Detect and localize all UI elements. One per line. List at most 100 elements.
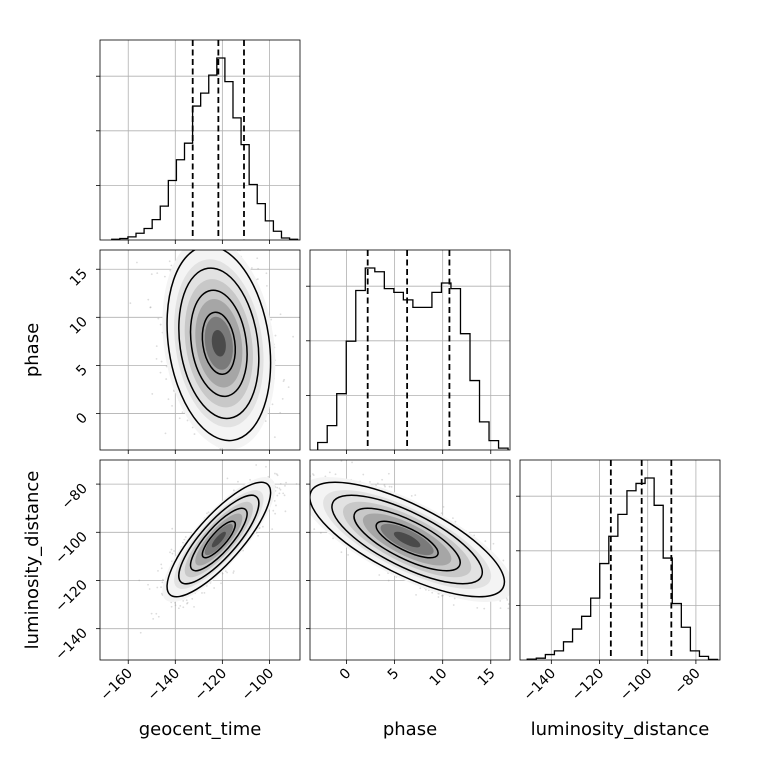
x-axis-label-phase: phase	[383, 719, 437, 740]
scatter-point	[201, 241, 203, 243]
scatter-point	[180, 231, 182, 233]
scatter-point	[256, 278, 259, 280]
x-axis-label-luminosity_distance: luminosity_distance	[531, 719, 710, 740]
y-tick-label-phase: 15	[67, 266, 91, 290]
x-tick-label-luminosity_distance: −100	[617, 666, 656, 705]
scatter-point	[185, 599, 188, 602]
density-fill-5	[211, 329, 226, 357]
scatter-point	[207, 511, 210, 514]
scatter-point	[419, 587, 422, 590]
scatter-point	[440, 512, 443, 515]
contour-line-1	[331, 494, 484, 585]
joint-frame	[309, 459, 511, 661]
scatter-point	[208, 221, 210, 223]
scatter-point	[157, 569, 159, 572]
scatter-point	[265, 284, 268, 287]
scatter-point	[225, 233, 227, 235]
scatter-point	[194, 480, 196, 482]
scatter-point	[328, 471, 331, 474]
scatter-point	[306, 467, 308, 469]
contour-line-1	[178, 267, 260, 420]
scatter-point	[224, 244, 226, 246]
scatter-point	[306, 474, 308, 476]
scatter-point	[415, 593, 417, 596]
scatter-point	[274, 512, 277, 515]
scatter-point	[201, 592, 203, 594]
scatter-point	[155, 612, 158, 615]
contour-line-0	[166, 250, 272, 442]
scatter-point	[285, 481, 287, 484]
scatter-point	[171, 552, 174, 555]
scatter-point	[170, 605, 173, 608]
scatter-point	[168, 260, 171, 263]
scatter-point	[232, 244, 234, 246]
scatter-point	[307, 542, 309, 544]
scatter-point	[224, 570, 227, 573]
scatter-point	[183, 538, 186, 541]
density-fill-5	[211, 531, 226, 548]
scatter-point	[149, 306, 152, 309]
density-fill-5	[393, 531, 421, 548]
scatter-point	[206, 451, 208, 453]
scatter-point	[173, 550, 175, 552]
scatter-point	[160, 360, 163, 363]
scatter-point	[244, 460, 246, 462]
scatter-point	[159, 323, 162, 326]
scatter-point	[452, 517, 454, 520]
scatter-point	[203, 228, 205, 230]
y-tick-label-luminosity_distance: −100	[52, 529, 91, 568]
scatter-point	[319, 531, 322, 534]
scatter-point	[483, 607, 486, 610]
contour-line-1	[178, 494, 260, 585]
scatter-point	[276, 474, 279, 477]
scatter-point	[136, 261, 138, 264]
x-tick-label-geocent_time: −140	[145, 666, 184, 705]
scatter-point	[179, 244, 181, 246]
scatter-point	[378, 574, 381, 576]
y-tick-label-luminosity_distance: −80	[59, 481, 91, 513]
scatter-point	[208, 197, 210, 199]
scatter-point	[507, 603, 510, 605]
scatter-point	[191, 228, 193, 230]
scatter-point	[441, 594, 443, 597]
scatter-point	[165, 365, 168, 368]
scatter-point	[506, 599, 509, 601]
scatter-point	[157, 615, 160, 618]
scatter-point	[221, 572, 224, 575]
scatter-point	[139, 631, 142, 634]
scatter-point	[442, 505, 445, 508]
scatter-point	[163, 275, 166, 278]
scatter-point	[232, 489, 235, 492]
scatter-point	[226, 571, 229, 574]
scatter-point	[270, 318, 273, 321]
scatter-point	[182, 541, 184, 544]
scatter-point	[138, 579, 141, 582]
x-tick-label-geocent_time: −120	[192, 666, 231, 705]
scatter-point	[287, 386, 290, 389]
scatter-point	[208, 247, 210, 249]
scatter-point	[255, 464, 258, 466]
histogram-step-geocent_time	[111, 57, 299, 240]
scatter-point	[160, 563, 163, 566]
scatter-point	[281, 397, 284, 400]
scatter-point	[282, 492, 285, 495]
scatter-point	[170, 548, 173, 551]
scatter-point	[293, 501, 295, 503]
scatter-point	[162, 578, 164, 581]
scatter-point	[207, 475, 209, 477]
scatter-point	[297, 478, 299, 480]
scatter-point	[340, 460, 343, 462]
scatter-point	[161, 592, 163, 595]
scatter-point	[282, 453, 284, 455]
scatter-point	[186, 419, 189, 422]
x-tick-label-luminosity_distance: −140	[521, 666, 560, 705]
scatter-point	[174, 601, 176, 604]
scatter-point	[521, 596, 523, 598]
scatter-point	[183, 221, 185, 223]
scatter-point	[295, 496, 297, 498]
scatter-point	[278, 492, 281, 495]
joint-content	[129, 197, 294, 482]
contour-line-3	[201, 520, 237, 559]
scatter-point	[220, 582, 222, 585]
scatter-point	[484, 540, 487, 543]
